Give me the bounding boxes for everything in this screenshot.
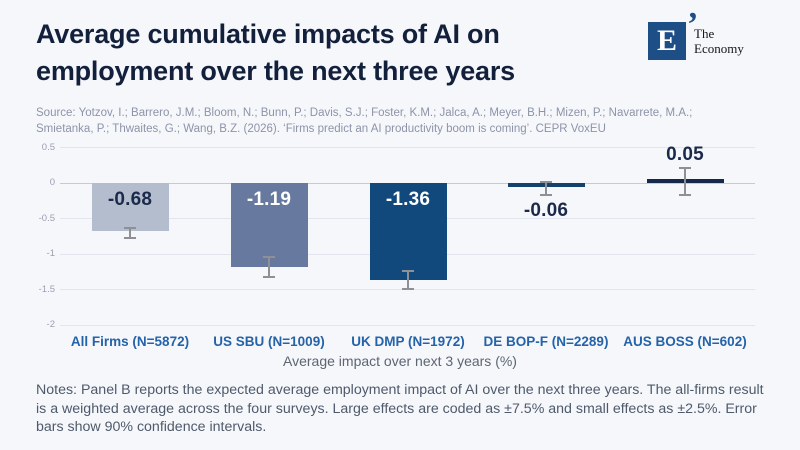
bar-value-label: 0.05 bbox=[666, 144, 704, 166]
error-bar-cap-top bbox=[679, 167, 691, 170]
error-bar-line bbox=[129, 227, 131, 238]
error-bar-line bbox=[407, 271, 409, 289]
y-tick-label: 0.5 bbox=[41, 141, 55, 153]
x-category-label: AUS BOSS (N=602) bbox=[623, 334, 747, 349]
page-title-line1: Average cumulative impacts of AI on bbox=[36, 19, 500, 49]
source-citation-line1: Source: Yotzov, I.; Barrero, J.M.; Bloom… bbox=[36, 107, 693, 119]
bar-value-label: -0.68 bbox=[107, 189, 153, 210]
page-title: Average cumulative impacts of AI on empl… bbox=[36, 16, 656, 91]
error-bar-cap-bottom bbox=[679, 194, 691, 197]
page-title-line2: employment over the next three years bbox=[36, 56, 515, 87]
error-bar-line bbox=[684, 168, 686, 196]
error-bar-line bbox=[268, 256, 270, 278]
bar bbox=[230, 183, 308, 268]
error-bar-cap-bottom bbox=[402, 287, 414, 290]
error-bar-cap-top bbox=[263, 255, 275, 258]
x-category-label: DE BOP-F (N=2289) bbox=[483, 334, 609, 349]
y-tick-label: -1.5 bbox=[38, 283, 55, 295]
logo-wordmark: The Economy bbox=[694, 26, 744, 57]
gridline bbox=[60, 147, 755, 148]
error-bar-cap-bottom bbox=[540, 194, 552, 197]
error-bar-cap-bottom bbox=[263, 276, 275, 279]
x-category-label: US SBU (N=1009) bbox=[213, 334, 325, 349]
source-citation-line2: Smietanka, P.; Thwaites, G.; Wang, B.Z. … bbox=[36, 123, 606, 136]
y-tick-label: 0 bbox=[49, 177, 55, 188]
error-bar-line bbox=[545, 182, 547, 196]
bar-value-label: -0.06 bbox=[523, 200, 569, 222]
y-tick-label: -2 bbox=[46, 319, 55, 330]
logo-wordmark-line1: The bbox=[694, 26, 715, 41]
logo-apostrophe-icon: ’ bbox=[687, 6, 699, 43]
bar-value-label: -1.19 bbox=[246, 189, 292, 210]
bar bbox=[91, 183, 169, 232]
notes-text: Notes: Panel B reports the expected aver… bbox=[36, 382, 764, 436]
bar-value-label: -1.36 bbox=[385, 189, 431, 210]
gridline bbox=[60, 324, 755, 326]
the-economy-logo: E ’ The Economy bbox=[648, 8, 778, 64]
error-bar-cap-top bbox=[124, 226, 136, 229]
bar bbox=[369, 183, 447, 280]
source-citation: Source: Yotzov, I.; Barrero, J.M.; Bloom… bbox=[36, 105, 786, 138]
x-category-label: UK DMP (N=1972) bbox=[351, 334, 465, 349]
error-bar-cap-bottom bbox=[124, 236, 136, 239]
x-category-label: All Firms (N=5872) bbox=[70, 334, 190, 349]
logo-e-icon: E bbox=[648, 22, 686, 60]
y-tick-label: -0.5 bbox=[38, 212, 55, 224]
error-bar-cap-top bbox=[540, 181, 552, 184]
logo-wordmark-line2: Economy bbox=[694, 40, 744, 56]
y-tick-label: -1 bbox=[46, 248, 55, 259]
x-axis-title: Average impact over next 3 years (%) bbox=[283, 353, 517, 369]
error-bar-cap-top bbox=[402, 270, 414, 273]
